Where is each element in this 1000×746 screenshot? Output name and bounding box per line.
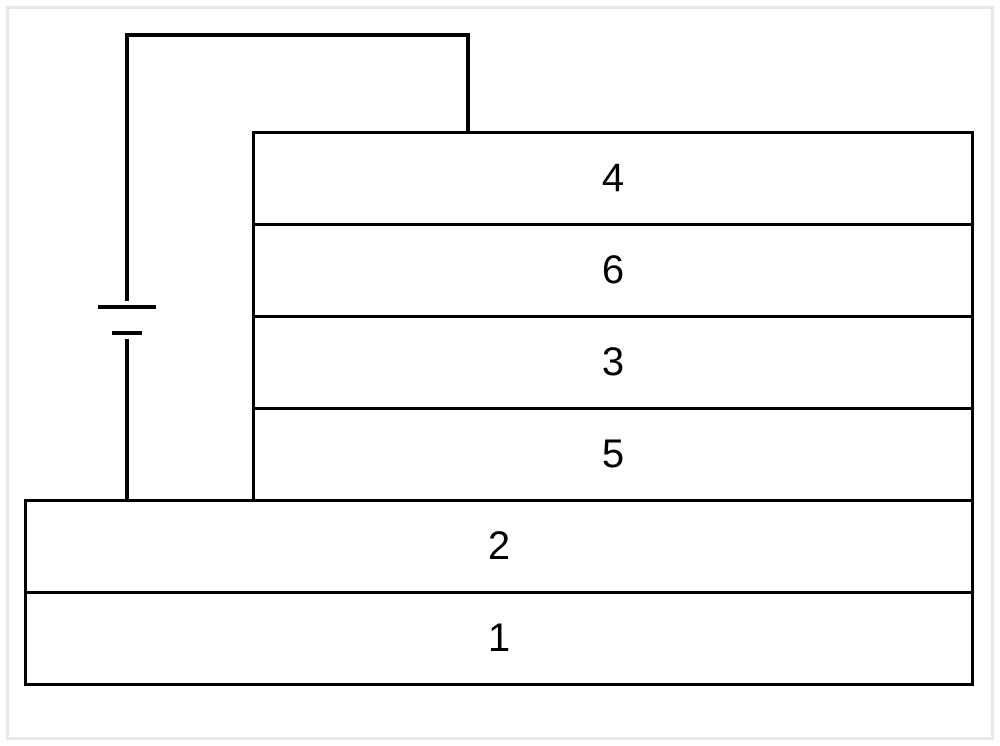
layer-4: 4 (252, 131, 974, 226)
layer-6: 6 (252, 223, 974, 318)
layer-3: 3 (252, 315, 974, 410)
layer-3-label: 3 (602, 340, 624, 385)
layer-5-label: 5 (602, 432, 624, 477)
layer-5: 5 (252, 407, 974, 502)
battery-short-plate (112, 331, 142, 335)
layer-4-label: 4 (602, 156, 624, 201)
battery-long-plate (98, 305, 156, 309)
layer-1-label: 1 (488, 616, 510, 661)
wire-top-horiz (125, 33, 470, 37)
layer-2-label: 2 (488, 524, 510, 569)
wire-right-vert (466, 33, 470, 131)
layer-2: 2 (24, 499, 974, 594)
layer-1: 1 (24, 591, 974, 686)
wire-left-vert (125, 33, 129, 499)
layer-6-label: 6 (602, 248, 624, 293)
diagram-canvas: 4 6 3 5 2 1 (0, 0, 1000, 746)
